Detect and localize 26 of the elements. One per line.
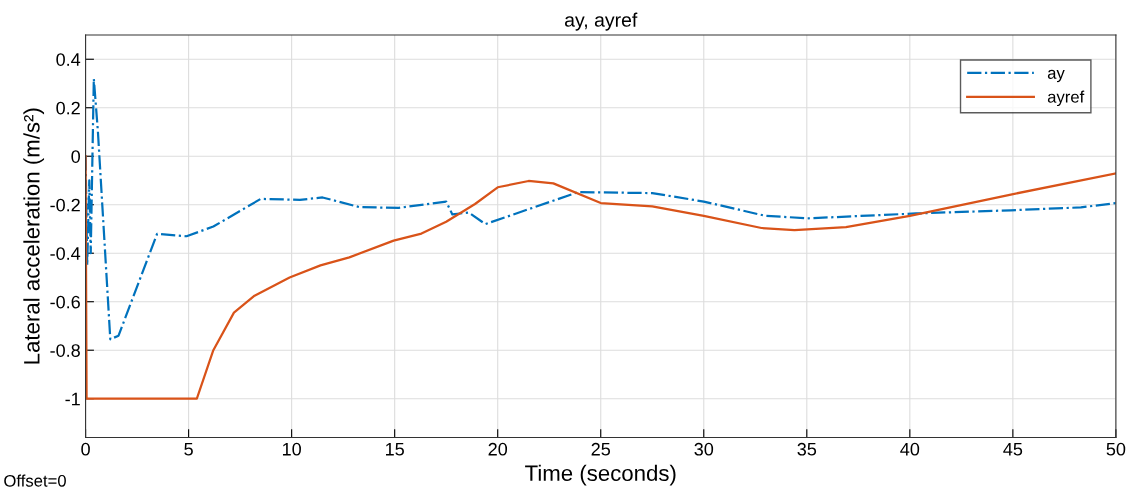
legend-label: ay xyxy=(1047,69,1065,83)
x-tick-label: 5 xyxy=(184,443,193,456)
y-tick-label: 0.4 xyxy=(56,53,81,66)
y-tick-label: 0 xyxy=(71,150,81,163)
x-tick-label: 30 xyxy=(694,442,714,456)
x-tick-label: 45 xyxy=(1003,443,1023,456)
x-tick-label: 50 xyxy=(1106,442,1126,456)
x-axis-title: Time (seconds) xyxy=(525,464,676,486)
x-tick-label: 10 xyxy=(282,442,301,456)
x-tick-label: 20 xyxy=(488,442,508,456)
x-tick-label: 0 xyxy=(81,442,90,456)
y-tick-label: -0.4 xyxy=(50,247,81,260)
legend-label: ayref xyxy=(1047,90,1085,107)
x-tick-label: 25 xyxy=(591,442,611,456)
line-series xyxy=(85,155,1116,400)
x-tick-label: 40 xyxy=(900,442,920,456)
y-tick-label: -0.6 xyxy=(50,295,80,309)
x-tick-label: 35 xyxy=(797,442,817,456)
y-tick-label: 0.2 xyxy=(56,101,80,115)
y-tick-label: -1 xyxy=(65,392,80,406)
chart-title: ay, ayref xyxy=(565,12,638,31)
y-tick-label: -0.2 xyxy=(50,198,80,212)
x-tick-label: 15 xyxy=(386,443,404,456)
y-axis-title: Lateral acceleration (m/s²) xyxy=(23,108,45,364)
y-tick-label: -0.8 xyxy=(50,344,80,357)
text: Offset=0 xyxy=(4,474,66,487)
